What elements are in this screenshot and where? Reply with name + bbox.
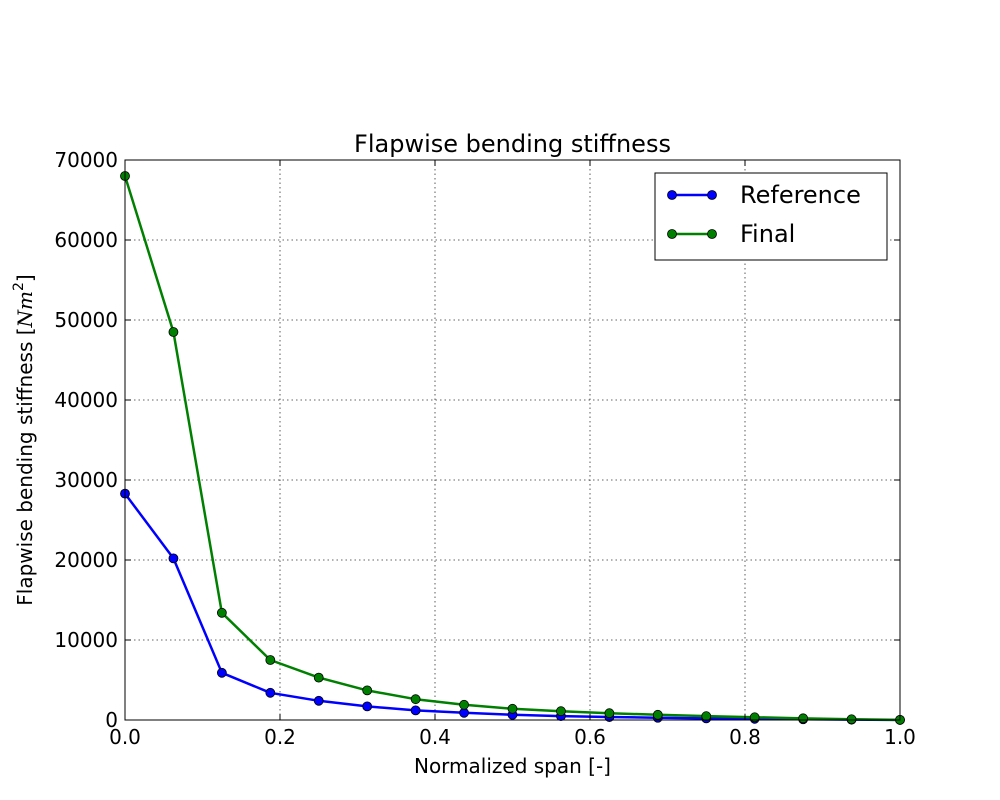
data-point-final bbox=[216, 607, 227, 618]
data-point-reference bbox=[362, 701, 373, 712]
y-tick-label: 50000 bbox=[54, 308, 118, 332]
legend: Reference Final bbox=[654, 172, 888, 261]
y-axis-title-suffix: ] bbox=[13, 274, 37, 282]
legend-label-final: Final bbox=[740, 220, 795, 248]
data-point-final bbox=[846, 714, 857, 725]
y-tick-label: 10000 bbox=[54, 628, 118, 652]
x-tick-label: 0.6 bbox=[574, 725, 606, 749]
y-tick-label: 30000 bbox=[54, 468, 118, 492]
data-point-reference bbox=[216, 667, 227, 678]
series-line-reference bbox=[123, 492, 901, 722]
y-tick-label: 0 bbox=[105, 708, 118, 732]
tick-layer bbox=[124, 159, 901, 721]
y-axis-title: Flapwise bending stiffness [Nm2] bbox=[11, 274, 37, 605]
data-point-final bbox=[556, 706, 566, 717]
data-point-final bbox=[701, 711, 712, 722]
y-axis-title-prefix: Flapwise bending stiffness [ bbox=[13, 327, 37, 605]
legend-marker-reference-right bbox=[707, 190, 717, 200]
legend-marker-final-right bbox=[707, 229, 717, 239]
plot-frame bbox=[124, 159, 901, 721]
y-axis-title-unit-exponent: 2 bbox=[11, 282, 27, 291]
x-tick-label: 0.0 bbox=[109, 725, 141, 749]
legend-entry-final: Final bbox=[667, 220, 795, 248]
x-tick-label: 0.4 bbox=[419, 725, 451, 749]
legend-label-reference: Reference bbox=[740, 181, 861, 209]
tick-label-layer: 0.0 0.2 0.4 0.6 0.8 1.0 0 10000 20000 30000 40000 5… bbox=[54, 148, 916, 749]
legend-frame bbox=[654, 172, 888, 261]
data-point-final bbox=[313, 672, 324, 683]
data-point-final bbox=[507, 703, 518, 714]
legend-marker-final-left bbox=[667, 229, 677, 239]
data-point-reference bbox=[265, 687, 276, 698]
y-tick-label: 60000 bbox=[54, 228, 118, 252]
chart-title: Flapwise bending stiffness bbox=[354, 130, 671, 158]
y-tick-label: 40000 bbox=[54, 388, 118, 412]
data-point-final bbox=[604, 708, 615, 719]
x-axis-title: Normalized span [-] bbox=[414, 754, 611, 778]
data-point-final bbox=[168, 327, 179, 337]
data-point-reference bbox=[410, 705, 421, 716]
data-point-final bbox=[265, 655, 276, 665]
data-point-reference bbox=[168, 553, 179, 564]
y-axis-title-unit: Nm bbox=[13, 291, 37, 328]
data-point-final bbox=[798, 713, 809, 724]
x-tick-label: 0.8 bbox=[729, 725, 761, 749]
data-point-final bbox=[362, 685, 373, 696]
y-tick-label: 20000 bbox=[54, 548, 118, 572]
series-layer bbox=[120, 171, 905, 725]
data-point-reference bbox=[313, 695, 324, 706]
legend-entry-reference: Reference bbox=[667, 181, 861, 209]
y-tick-label: 70000 bbox=[54, 148, 118, 172]
x-tick-label: 0.2 bbox=[264, 725, 296, 749]
data-point-final bbox=[652, 709, 663, 720]
legend-marker-reference-left bbox=[667, 190, 677, 200]
data-point-final bbox=[410, 694, 421, 705]
data-point-final bbox=[459, 699, 469, 710]
x-tick-label: 1.0 bbox=[884, 725, 916, 749]
